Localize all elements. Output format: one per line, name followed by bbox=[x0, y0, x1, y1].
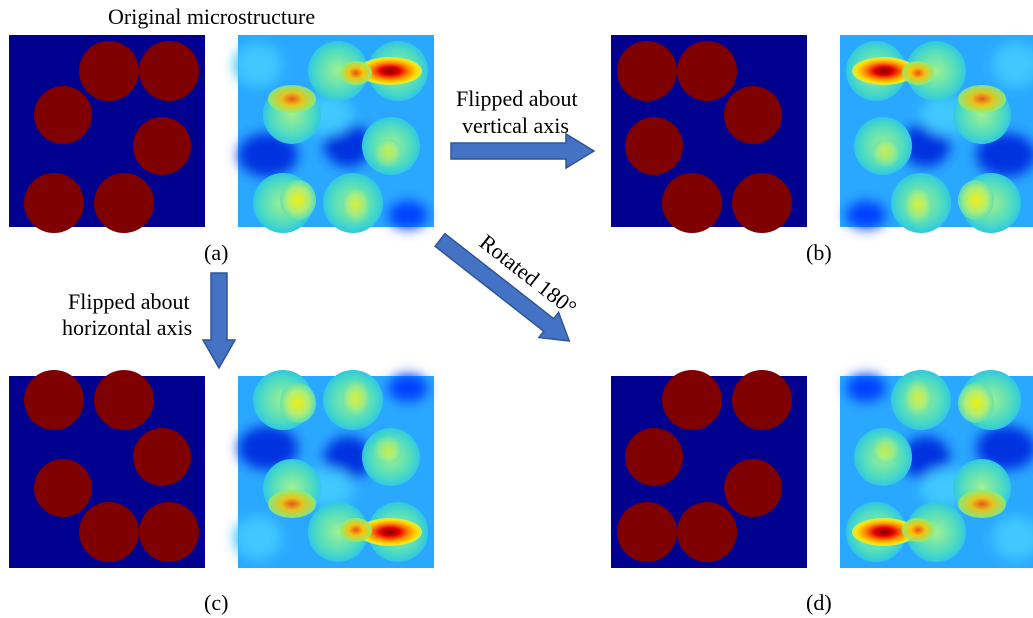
horizontal-flip-caption-line2: horizontal axis bbox=[62, 315, 192, 340]
panel-b bbox=[611, 35, 1033, 233]
stress-field-image-b bbox=[840, 35, 1033, 233]
panel-label-b: (b) bbox=[806, 240, 832, 265]
stress-field-image-c bbox=[234, 370, 434, 568]
figure-title: Original microstructure bbox=[108, 4, 315, 29]
panel-label-c: (c) bbox=[204, 590, 228, 615]
horizontal-flip-caption-line1: Flipped about bbox=[68, 289, 190, 314]
microstructure-image-b bbox=[611, 35, 807, 233]
panel-label-d: (d) bbox=[806, 590, 832, 615]
panel-a bbox=[9, 35, 434, 233]
stress-field-image-a bbox=[234, 35, 434, 233]
stress-field-image-d bbox=[840, 370, 1033, 568]
arrow-vertical-flip bbox=[450, 132, 596, 170]
arrow-horizontal-flip bbox=[201, 272, 237, 370]
microstructure-image-d bbox=[611, 370, 807, 568]
arrow-rotation bbox=[434, 232, 571, 342]
panel-label-a: (a) bbox=[204, 240, 228, 265]
panel-c bbox=[9, 370, 434, 568]
microstructure-image-a bbox=[9, 35, 205, 233]
vertical-flip-caption-line2: vertical axis bbox=[462, 113, 569, 138]
vertical-flip-caption-line1: Flipped about bbox=[456, 86, 578, 111]
microstructure-image-c bbox=[9, 370, 205, 568]
panel-d bbox=[611, 370, 1033, 568]
